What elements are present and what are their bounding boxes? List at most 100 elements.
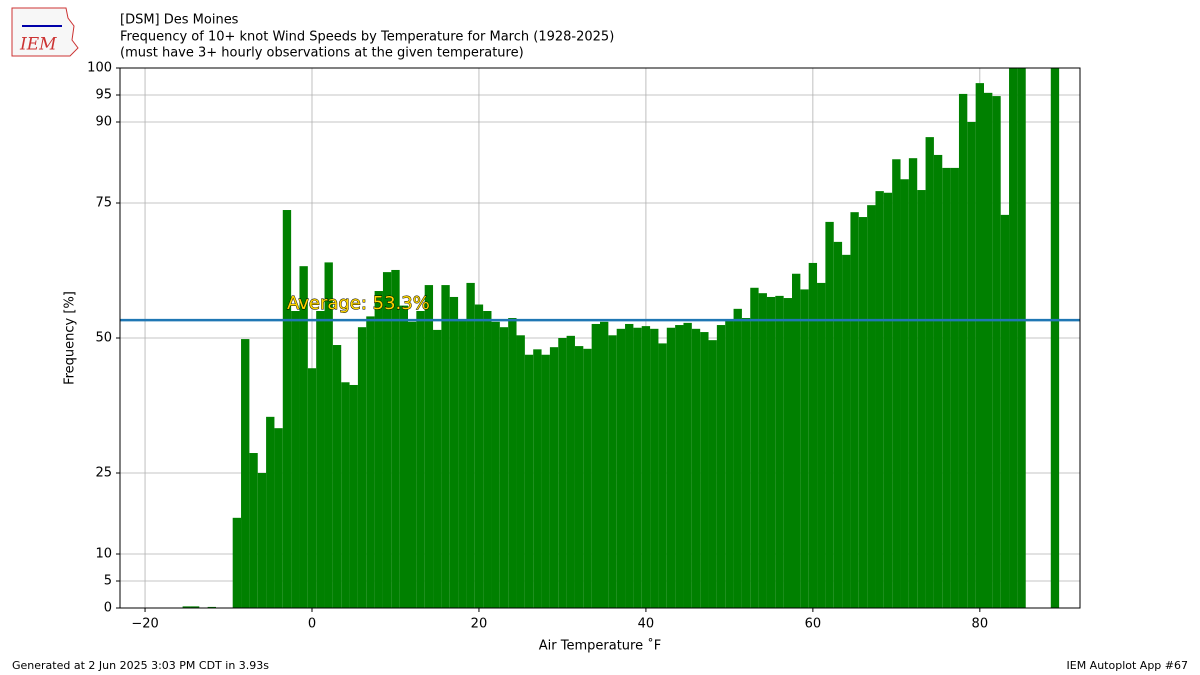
bar: [316, 311, 325, 608]
bar: [1000, 214, 1010, 608]
logo: IEM: [11, 7, 79, 57]
logo-shape: [11, 7, 79, 57]
bar: [483, 311, 492, 608]
bar: [491, 321, 500, 608]
y-tick-label: 100: [87, 61, 112, 76]
bar: [975, 83, 984, 609]
bar: [249, 453, 258, 608]
bar: [524, 354, 534, 608]
y-tick-label: 5: [104, 574, 112, 589]
bar: [207, 606, 216, 608]
bar: [800, 289, 809, 608]
bar: [558, 338, 567, 608]
chart-title: [DSM] Des Moines: [120, 13, 239, 28]
bar: [574, 346, 584, 608]
y-tick-label: 10: [95, 547, 112, 562]
bar: [725, 320, 734, 608]
bar: [566, 335, 575, 608]
bar: [382, 272, 392, 608]
footer-right: IEM Autoplot App #67: [1067, 659, 1189, 672]
bar: [1050, 68, 1060, 608]
bar: [658, 343, 667, 608]
bar: [650, 328, 659, 608]
bar: [458, 319, 467, 608]
bar: [616, 328, 626, 608]
bar: [299, 266, 308, 608]
bar: [266, 416, 275, 608]
bar: [875, 191, 884, 608]
bar: [349, 384, 358, 608]
bar: [408, 321, 417, 608]
bar: [633, 327, 642, 608]
bar: [232, 517, 242, 608]
bar: [282, 210, 292, 608]
bar: [241, 339, 250, 608]
bar: [274, 428, 283, 608]
bar: [600, 321, 609, 608]
bar: [942, 167, 951, 608]
x-tick-label: 80: [972, 617, 989, 632]
x-tick-label: −20: [131, 617, 158, 632]
bar: [808, 262, 818, 608]
bar: [833, 241, 843, 608]
chart-title-2: Frequency of 10+ knot Wind Speeds by Tem…: [120, 30, 614, 45]
bar: [900, 179, 909, 609]
bar: [332, 345, 342, 608]
bar: [1009, 68, 1018, 608]
bar: [917, 190, 926, 609]
bar: [783, 298, 792, 608]
bar: [182, 606, 191, 608]
bar: [675, 325, 684, 608]
bar: [766, 296, 776, 608]
bar: [466, 282, 475, 608]
bar: [984, 92, 993, 609]
bar: [499, 327, 509, 608]
annotation: Average: 53.3%: [287, 293, 430, 314]
bar: [666, 327, 676, 608]
bar: [374, 291, 383, 608]
bar: [908, 158, 918, 608]
x-tick-label: 20: [471, 617, 488, 632]
bar: [716, 325, 726, 608]
bar: [691, 328, 701, 608]
bar: [549, 347, 559, 608]
bar: [625, 323, 634, 608]
bar: [958, 93, 968, 609]
bar: [307, 368, 317, 608]
bar: [850, 212, 859, 608]
bar: [708, 340, 717, 608]
y-tick-label: 50: [95, 331, 112, 346]
bar: [933, 154, 943, 608]
y-tick-label: 95: [95, 88, 112, 103]
bar: [1017, 68, 1026, 608]
bar: [416, 311, 425, 608]
bar: [741, 318, 751, 608]
bar: [967, 122, 976, 608]
bar: [391, 269, 400, 608]
bar: [758, 293, 767, 608]
bar: [608, 335, 617, 608]
bar: [508, 318, 517, 608]
bar: [474, 304, 484, 608]
x-tick-label: 40: [638, 617, 655, 632]
bar: [541, 354, 550, 608]
y-tick-label: 75: [95, 196, 112, 211]
y-tick-label: 25: [95, 466, 112, 481]
bar: [700, 332, 709, 608]
y-axis-label: Frequency [%]: [63, 291, 78, 385]
bar: [817, 282, 826, 608]
x-tick-label: 0: [308, 617, 316, 632]
bar: [591, 323, 600, 608]
bar: [424, 285, 434, 608]
bar: [683, 322, 692, 608]
bar: [842, 254, 851, 608]
bar: [750, 287, 759, 608]
bar: [341, 382, 350, 608]
footer-left: Generated at 2 Jun 2025 3:03 PM CDT in 3…: [12, 659, 269, 672]
bar: [733, 308, 742, 608]
bar: [925, 137, 934, 608]
bar: [883, 192, 893, 609]
bar: [792, 273, 801, 608]
bar: [992, 96, 1001, 608]
bar: [399, 305, 408, 608]
